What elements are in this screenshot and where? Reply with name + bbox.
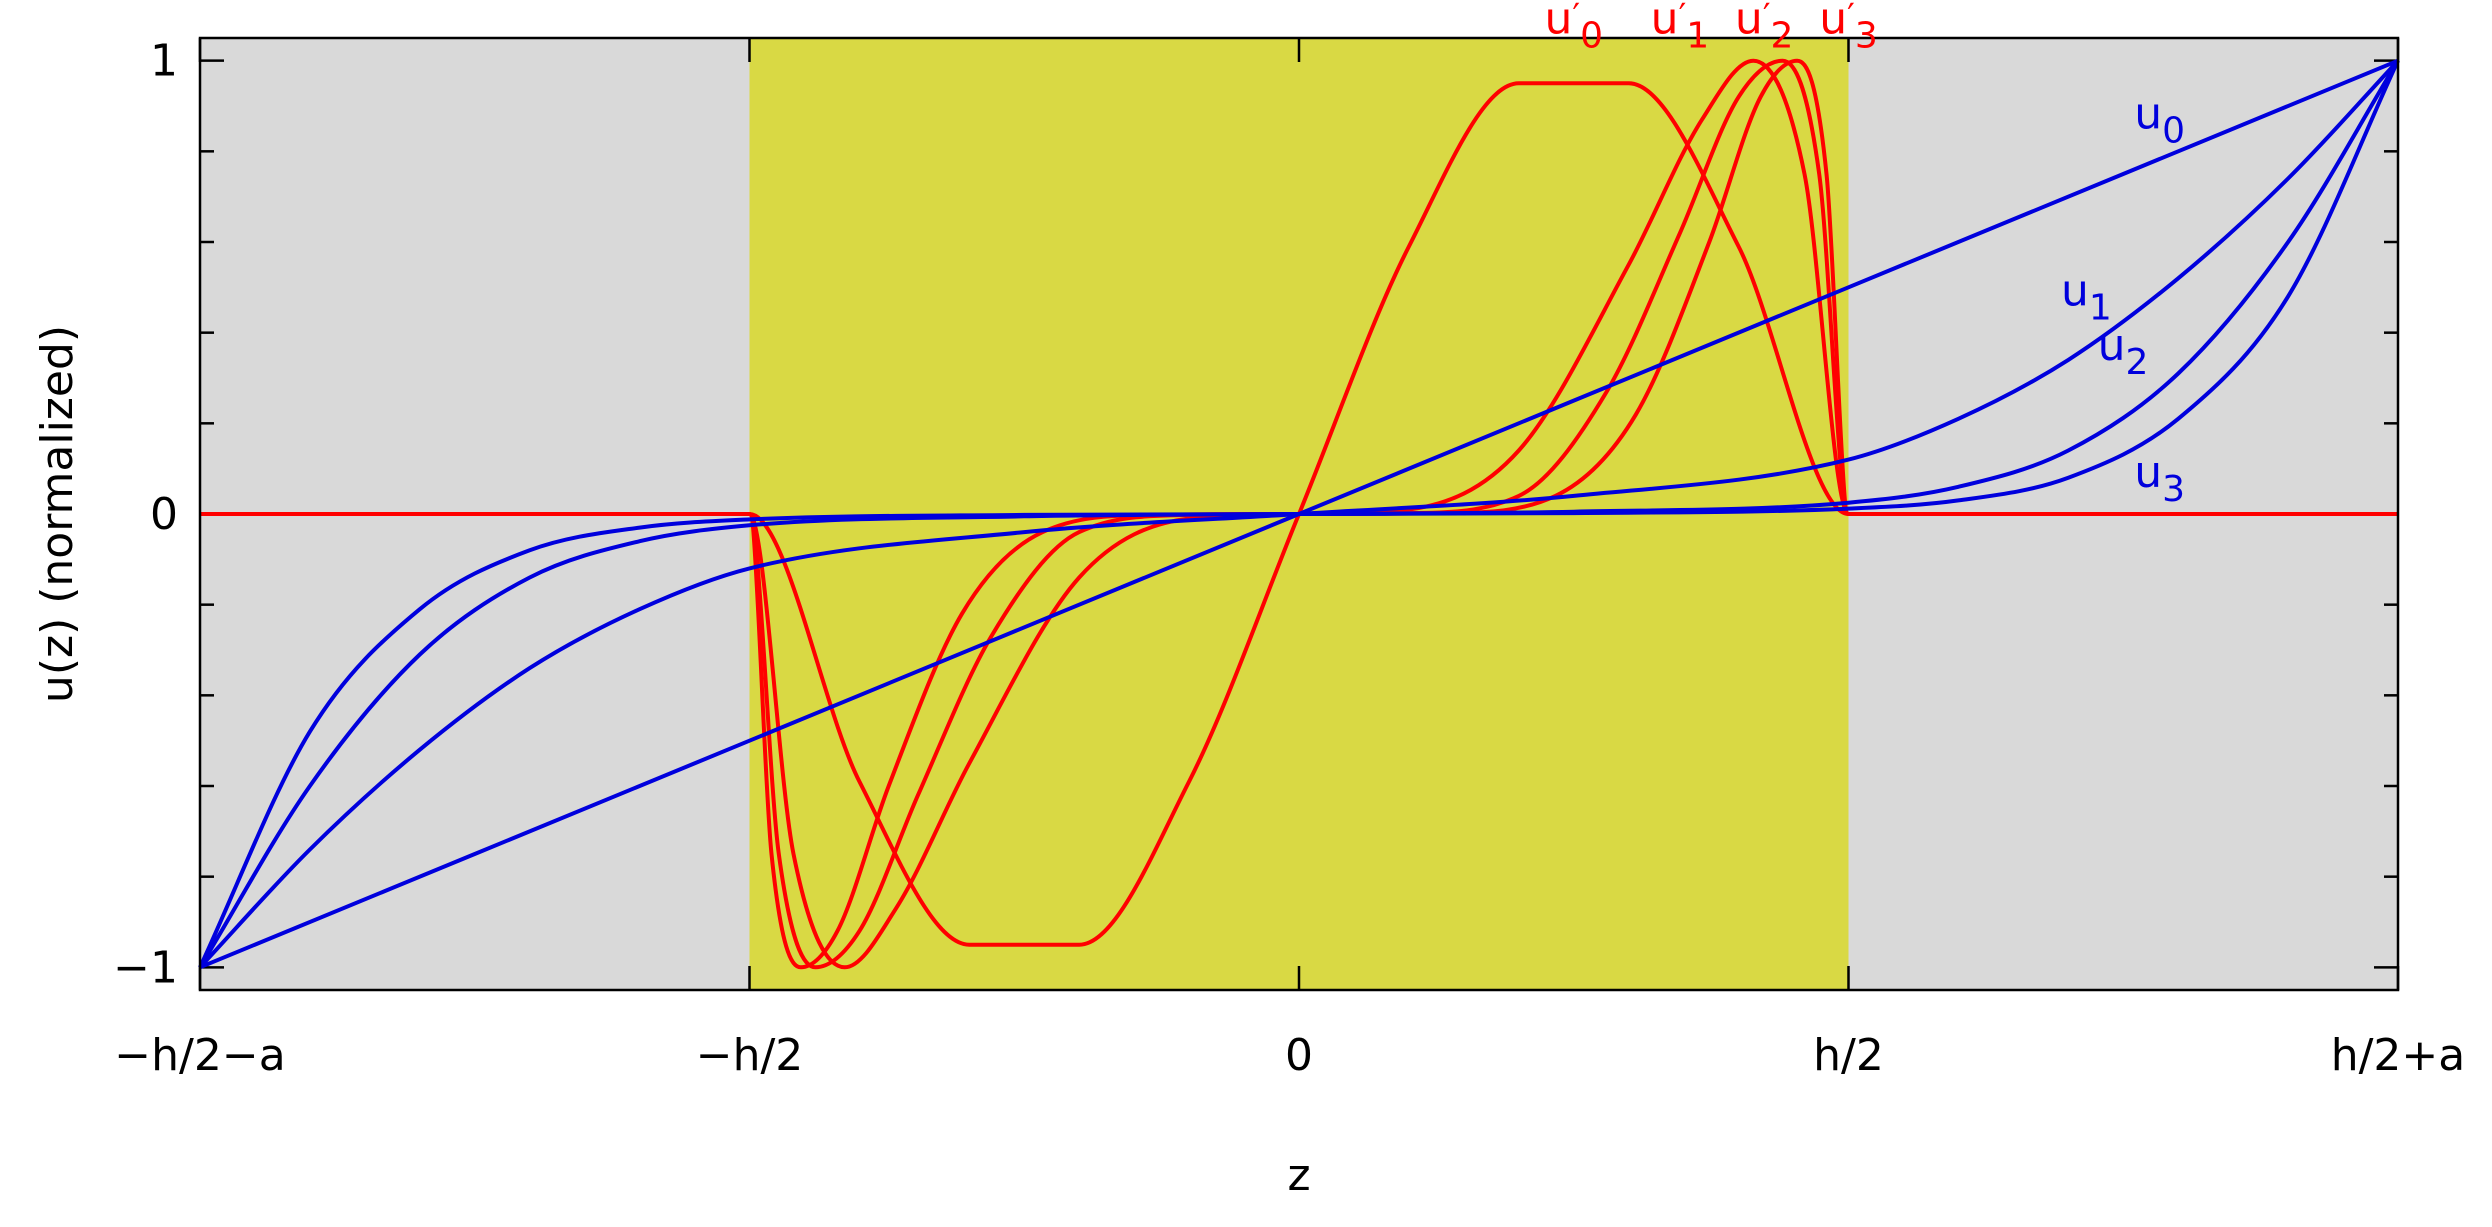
series-label-prime: ′: [1763, 0, 1771, 36]
series-label-uprime1: u′1: [1651, 0, 1710, 56]
series-label-base: u: [2061, 265, 2089, 316]
series-label-subscript: 1: [2089, 287, 2112, 328]
series-label-base: u: [1735, 0, 1763, 44]
series-label-subscript: 0: [2162, 111, 2185, 152]
series-label-prime: ′: [1572, 0, 1580, 36]
series-label-u1: u1: [2061, 265, 2112, 328]
series-label-u0: u0: [2134, 89, 2185, 152]
series-label-base: u: [2134, 447, 2162, 498]
series-label-uprime3: u′3: [1819, 0, 1878, 56]
series-label-subscript: 2: [2125, 342, 2148, 383]
y-tick-label: 0: [150, 489, 178, 540]
series-label-base: u: [2134, 89, 2162, 140]
series-label-prime: ′: [1679, 0, 1687, 36]
series-line-u3: [198, 59, 2400, 969]
series-label-subscript: 3: [1855, 15, 1878, 56]
y-axis-title: u(z) (normalized): [32, 325, 83, 703]
series-label-uprime2: u′2: [1735, 0, 1794, 56]
series-label-subscript: 3: [2162, 469, 2185, 510]
x-axis-title: z: [1287, 1150, 1310, 1201]
x-tick-label: 0: [1285, 1030, 1313, 1081]
series-label-base: u: [1544, 0, 1572, 44]
y-tick-label: 1: [150, 36, 178, 87]
x-tick-label: −h/2−a: [114, 1030, 285, 1081]
series-label-u3: u3: [2134, 447, 2185, 510]
series-label-u2: u2: [2098, 320, 2149, 383]
plot-frame: [198, 36, 2400, 992]
series-layer: [198, 58, 2400, 970]
y-tick-label: −1: [113, 942, 178, 993]
series-label-prime: ′: [1847, 0, 1855, 36]
series-label-uprime0: u′0: [1544, 0, 1603, 56]
series-label-base: u: [1819, 0, 1847, 44]
x-tick-label: −h/2: [696, 1030, 804, 1081]
series-label-subscript: 1: [1686, 15, 1709, 56]
tick-layer: −h/2−a −h/2 0 h/2 h/2+a −1 0 1: [113, 36, 2465, 1081]
x-tick-label: h/2+a: [2331, 1030, 2466, 1081]
x-tick-label: h/2: [1813, 1030, 1884, 1081]
series-label-base: u: [1651, 0, 1679, 44]
series-label-base: u: [2098, 320, 2126, 371]
series-label-subscript: 0: [1580, 15, 1603, 56]
series-label-subscript: 2: [1771, 15, 1794, 56]
